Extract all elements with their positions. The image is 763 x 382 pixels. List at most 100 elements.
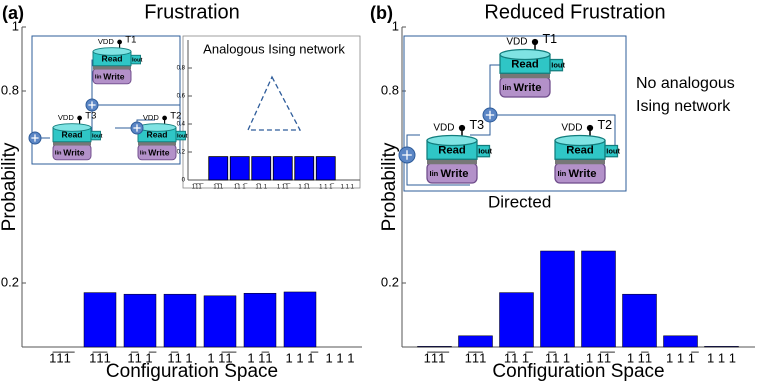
panel-label: (a)	[2, 3, 24, 23]
cell-name: T3	[85, 111, 96, 122]
bar	[123, 293, 157, 348]
x-tick-label: 1̅1̅1	[89, 350, 111, 365]
read-label: Read	[147, 129, 168, 139]
iout-box	[130, 54, 141, 65]
y-tick-label: 0.2	[177, 150, 186, 156]
x-tick-label: 1̅1 1	[255, 184, 267, 191]
vdd-node	[531, 38, 539, 46]
x-tick-label: 1 1̅1̅	[586, 350, 615, 365]
x-tick-label: 1 1 1	[341, 185, 355, 191]
x-tick-label: 1 1 1̅	[286, 350, 319, 365]
y-axis-label: Probability	[0, 142, 20, 231]
bar	[208, 156, 229, 181]
bar	[458, 335, 493, 348]
spacer-layer	[500, 72, 550, 79]
x-tick-label: 1̅1 1̅	[127, 350, 156, 365]
bar	[203, 295, 237, 348]
cell-name: T1	[125, 35, 136, 46]
x-tick-label: 1̅1̅1̅	[49, 350, 75, 365]
iout-label: Iout	[92, 134, 103, 140]
adder-sign	[485, 110, 495, 120]
write-label: Write	[569, 168, 597, 180]
write-label: Write	[514, 82, 542, 94]
read-label: Read	[511, 58, 539, 70]
read-label: Read	[62, 129, 83, 139]
read-top	[499, 48, 551, 61]
x-tick-label: 1 1 1	[707, 350, 736, 365]
diagram-frame	[403, 35, 627, 192]
vdd-label: VDD	[561, 123, 582, 134]
bar	[704, 346, 739, 348]
bar	[417, 346, 452, 348]
iout-box	[549, 58, 564, 72]
y-tick-label: 1	[392, 18, 399, 33]
y-tick-label: 1	[12, 18, 19, 33]
x-tick-label: 1 1 1	[326, 350, 355, 365]
iin-label: Iin	[140, 151, 147, 157]
cell-name: T1	[543, 32, 558, 46]
y-tick-label: 0.2	[381, 274, 399, 289]
y-tick-label: 0.4	[177, 122, 186, 128]
x-tick-label: 1 1̅1̅	[207, 350, 236, 365]
iout-label: Iout	[132, 58, 143, 64]
y-tick-label: 0.8	[381, 82, 399, 97]
bar	[243, 292, 277, 348]
x-tick-label: 1 1̅1	[247, 350, 272, 365]
adder-sign	[133, 124, 141, 132]
y-tick-label: 0	[182, 178, 186, 184]
cell-name: T2	[170, 111, 181, 122]
vdd-label: VDD	[433, 123, 454, 134]
bar	[251, 156, 272, 181]
diagram-note: No analogous	[636, 75, 735, 92]
read-label: Read	[102, 53, 123, 63]
vdd-node	[586, 124, 594, 132]
bar	[229, 156, 250, 181]
vdd-node	[162, 115, 167, 121]
iin-label: Iin	[55, 151, 62, 157]
iout-label: Iout	[177, 134, 188, 140]
bar	[663, 335, 698, 348]
vdd-label: VDD	[58, 113, 75, 122]
bar	[315, 156, 336, 181]
inset-title: Analogous Ising network	[203, 41, 345, 56]
bar	[622, 293, 657, 348]
x-tick-label: 1̅1 1	[545, 350, 570, 365]
vdd-label: VDD	[143, 113, 160, 122]
x-tick-label: 1̅1̅1	[465, 350, 487, 365]
x-tick-label: 1 1 1̅	[319, 184, 334, 191]
vdd-label: VDD	[98, 37, 115, 46]
spacer-layer	[53, 140, 91, 146]
adder-sign	[31, 134, 39, 142]
iin-label: Iin	[503, 83, 512, 92]
bar	[283, 291, 317, 348]
chart-title: Frustration	[144, 1, 240, 23]
diagram-frame	[31, 35, 181, 165]
y-tick-label: 0.2	[1, 274, 19, 289]
spacer-layer	[138, 140, 176, 146]
spacer-layer	[555, 158, 605, 165]
iout-box	[604, 144, 619, 158]
iout-label: Iout	[606, 147, 620, 156]
bar	[581, 250, 616, 348]
adder-sign	[88, 101, 96, 109]
read-top	[426, 134, 478, 147]
adder-sign	[402, 150, 412, 160]
connection	[406, 64, 616, 186]
x-tick-label: 1 1 1̅	[666, 350, 699, 365]
read-label: Read	[438, 144, 466, 156]
bar	[83, 292, 117, 348]
x-tick-label: 1̅1̅1	[213, 184, 224, 191]
read-top	[52, 123, 92, 132]
x-tick-label: 1 1̅1̅	[277, 184, 291, 191]
spacer-layer	[93, 64, 131, 70]
bar	[294, 156, 315, 181]
bar	[163, 293, 197, 348]
vdd-node	[117, 39, 122, 45]
x-tick-label: 1̅1̅1̅	[192, 184, 204, 191]
